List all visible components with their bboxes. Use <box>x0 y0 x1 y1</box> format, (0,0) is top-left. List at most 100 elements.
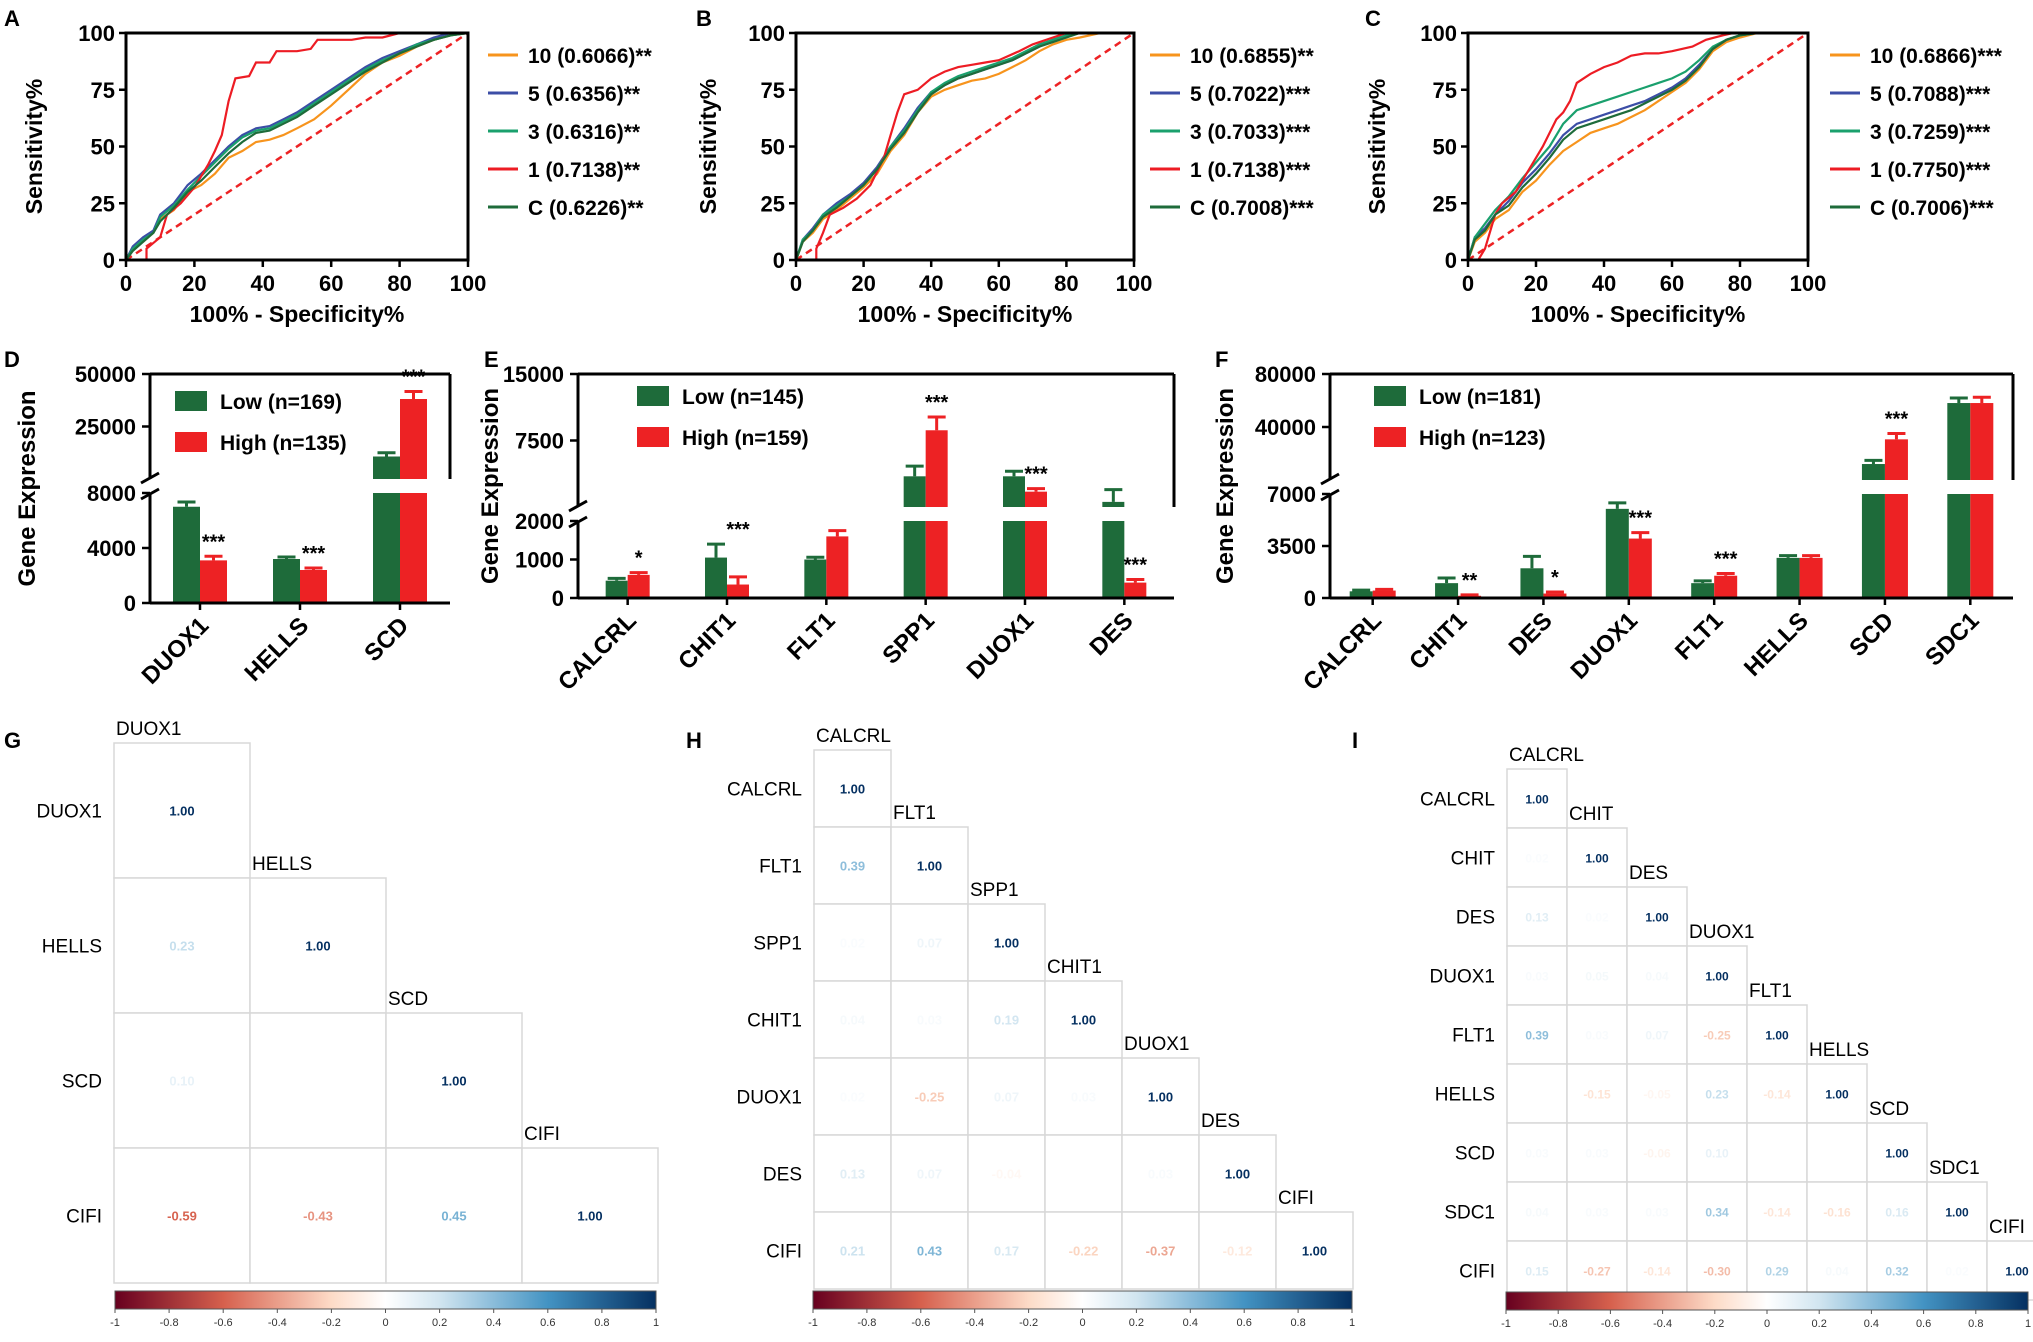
cell-value: 0.03 <box>1525 1147 1549 1161</box>
y-tick-label: 7500 <box>515 429 564 454</box>
cell-value: 1.00 <box>1525 793 1549 807</box>
x-tick-label: HELLS <box>240 612 315 687</box>
significance-mark: * <box>1551 567 1559 589</box>
colorbar-tick-label: 0.8 <box>1968 1318 1983 1330</box>
heatmap-cell <box>967 980 1046 1059</box>
legend-swatch-1 <box>637 427 669 447</box>
y-axis-label: Sensitivity% <box>1364 79 1390 215</box>
heatmap-cell <box>113 877 251 1014</box>
x-tick-label: 60 <box>987 271 1011 296</box>
heatmap-cell <box>1806 1122 1868 1183</box>
cell-value: 0.07 <box>1645 1029 1669 1043</box>
heatmap-cell <box>1566 1063 1628 1124</box>
y-tick-label: 100 <box>748 21 785 46</box>
row-label: CIFI <box>66 1207 102 1228</box>
heatmap-cell <box>1686 1240 1748 1301</box>
x-tick-label: 40 <box>1592 271 1616 296</box>
roc-panel-A: 0 20 40 60 80 100 0 25 50 75 100 100% - Specificity… <box>21 21 653 327</box>
x-tick-label: 0 <box>120 271 132 296</box>
x-axis-label: 100% - Specificity% <box>190 301 405 327</box>
heatmap-cell <box>1926 1181 1988 1242</box>
y-tick-label: 0 <box>124 591 136 616</box>
panel-letter-H: H <box>686 728 702 753</box>
column-label: DUOX1 <box>1124 1034 1189 1055</box>
y-tick-label: 25000 <box>75 415 136 440</box>
heatmap-cell <box>890 980 969 1059</box>
cell-value: 1.00 <box>305 939 330 954</box>
cell-value: -0.25 <box>915 1090 945 1105</box>
bar-1-chit1 <box>727 584 749 598</box>
colorbar-tick-label: -0.2 <box>1019 1317 1038 1329</box>
colorbar-tick-label: -0.4 <box>268 1317 287 1329</box>
row-label: DUOX1 <box>1430 967 1495 988</box>
heatmap-cell <box>1506 1122 1568 1183</box>
heatmap-panel-I: 1.00 CALCRL CALCRL 0.02 1.00 CHIT CHIT 0.13 0.02… <box>1420 745 2033 1330</box>
significance-mark: *** <box>202 531 226 553</box>
heatmap-cell <box>249 877 387 1014</box>
column-label: DES <box>1629 863 1668 884</box>
y-tick-label: 25 <box>1433 191 1457 216</box>
axis-break-mark <box>1320 472 1340 486</box>
heatmap-cell <box>1626 1063 1688 1124</box>
cell-value: 0.29 <box>1765 1265 1789 1279</box>
x-tick-label: SCD <box>359 612 414 667</box>
column-label: DES <box>1201 1111 1240 1132</box>
cell-value: 0.02 <box>840 1090 865 1105</box>
column-label: CALCRL <box>1509 745 1584 766</box>
cell-value: 1.00 <box>2005 1265 2029 1279</box>
bar-1-sdc1 <box>1970 403 1994 598</box>
panel-letter-C: C <box>1365 6 1381 31</box>
colorbar-tick-label: 0 <box>382 1317 388 1329</box>
y-tick-label: 0 <box>552 586 564 611</box>
y-tick-label: 0 <box>773 248 785 273</box>
y-tick-label: 100 <box>1420 21 1457 46</box>
panel-letter-F: F <box>1215 347 1228 372</box>
bar-panel-E: *CALCRL***CHIT1***FLT1***SPP1***DUOX1***… <box>477 362 1176 696</box>
row-label: HELLS <box>42 937 102 958</box>
legend-swatch-1 <box>175 432 207 452</box>
y-tick-label: 75 <box>91 78 115 103</box>
colorbar-tick-label: -0.8 <box>857 1317 876 1329</box>
heatmap-cell <box>1275 1211 1354 1290</box>
y-tick-label: 50000 <box>75 362 136 387</box>
x-tick-label: 20 <box>851 271 875 296</box>
heatmap-cell <box>385 1012 523 1149</box>
legend-label-2: 3 (0.7033)*** <box>1190 121 1311 144</box>
reference-diagonal <box>795 31 1135 262</box>
y-axis-label: Gene Expression <box>477 388 504 584</box>
legend-label-4: C (0.6226)** <box>528 197 644 220</box>
heatmap-cell <box>1746 1004 1808 1065</box>
colorbar-tick-label: 1 <box>1349 1317 1355 1329</box>
heatmap-cell <box>1506 886 1568 947</box>
y-tick-label: 75 <box>761 78 785 103</box>
heatmap-cell <box>1626 1122 1688 1183</box>
column-label: HELLS <box>252 854 312 875</box>
heatmap-panel-G: 1.00 DUOX1 DUOX1 0.23 1.00 HELLS HELLS 0.10 1.00… <box>37 719 660 1329</box>
x-tick-label: CALCRL <box>1298 607 1387 696</box>
y-tick-label: 15000 <box>503 362 564 387</box>
cell-value: -0.27 <box>1583 1265 1611 1279</box>
x-tick-label: 0 <box>790 271 802 296</box>
heatmap-cell <box>1044 1134 1123 1213</box>
legend-label-0: Low (n=181) <box>1419 386 1541 409</box>
cell-value: 0.03 <box>917 1013 942 1028</box>
colorbar-tick-label: 0 <box>1764 1318 1770 1330</box>
heatmap-cell <box>890 1134 969 1213</box>
legend-label-2: 3 (0.6316)** <box>528 121 641 144</box>
colorbar-tick-label: -1 <box>110 1317 120 1329</box>
cell-value: 1.00 <box>840 782 865 797</box>
significance-mark: *** <box>1124 555 1148 577</box>
y-axis-label: Sensitivity% <box>21 79 47 215</box>
cell-value: 0.02 <box>1585 911 1609 925</box>
bar-0-chit1 <box>705 557 727 598</box>
bar-0-scd <box>1861 464 1885 598</box>
colorbar-tick-label: 0.4 <box>486 1317 501 1329</box>
bar-1-des <box>1124 582 1147 598</box>
reference-diagonal <box>125 31 469 262</box>
axis-break-mark <box>568 499 588 513</box>
cell-value: 0.10 <box>169 1074 194 1089</box>
x-tick-label: 100 <box>1790 271 1827 296</box>
cell-value: 1.00 <box>441 1074 466 1089</box>
significance-mark: *** <box>726 519 750 541</box>
x-tick-label: 100 <box>1116 271 1153 296</box>
